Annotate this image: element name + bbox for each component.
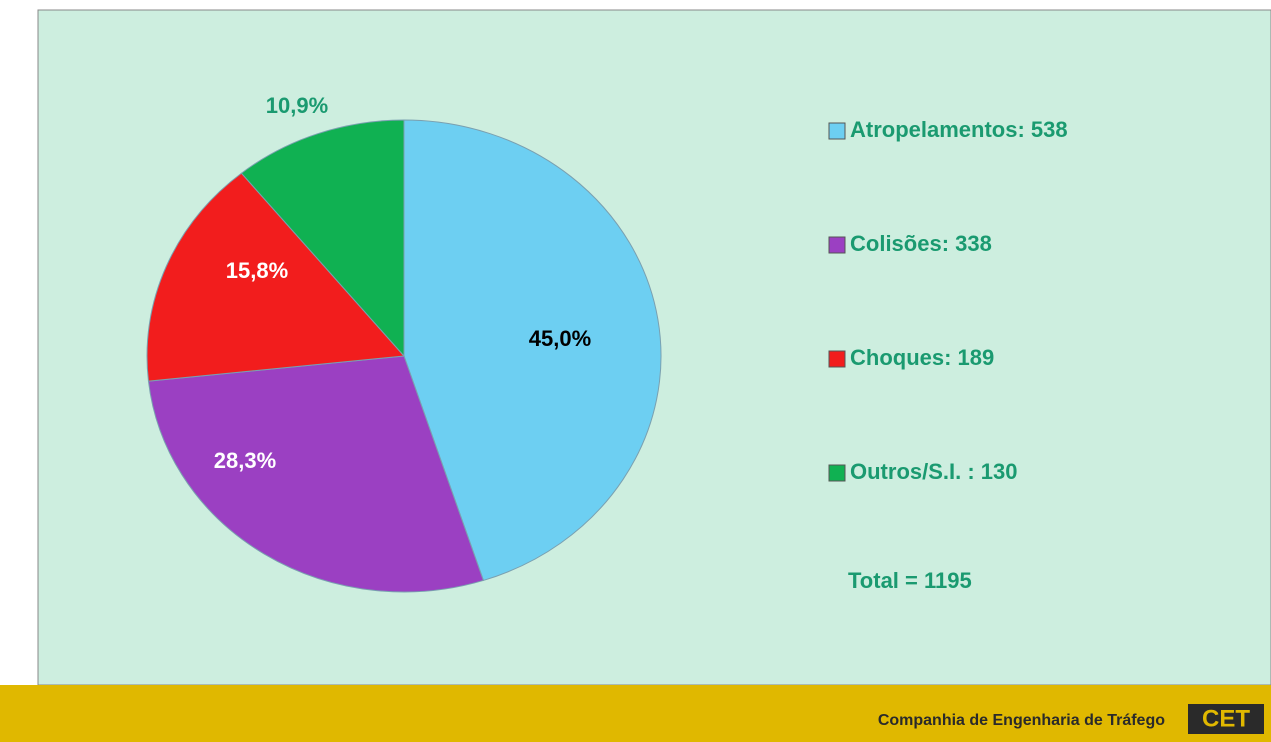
slice-label: 28,3% [214, 448, 276, 473]
footer-bar [0, 685, 1271, 742]
legend-marker [828, 350, 846, 368]
legend-entry: Atropelamentos: 538 [850, 117, 1068, 142]
slice-label: 45,0% [529, 326, 591, 351]
logo-box [1188, 704, 1264, 734]
pie-slice [240, 119, 405, 358]
legend-marker [828, 122, 846, 140]
total: Total = 1195 [848, 568, 972, 593]
slice-label: 10,9% [266, 93, 328, 118]
legend-marker [828, 236, 846, 254]
legend-entry: Colisões: 338 [850, 231, 992, 256]
footer-text: Companhia de Engenharia de Tráfego [878, 712, 1165, 729]
pie-slice [147, 355, 485, 593]
legend-entry: Choques: 189 [850, 345, 994, 370]
legend-entry: Outros/S.I. : 130 [850, 459, 1018, 484]
pie-slice [403, 119, 662, 582]
slice-label: 15,8% [226, 258, 288, 283]
pie-slice [146, 172, 406, 382]
logo: CET [1202, 705, 1250, 732]
legend-marker [828, 464, 846, 482]
